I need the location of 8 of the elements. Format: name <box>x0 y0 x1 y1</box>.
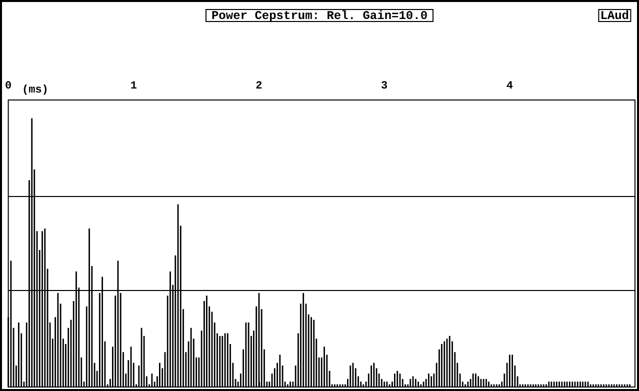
x-tick-label: 1 <box>130 80 138 92</box>
x-tick-label: 0 <box>4 80 12 92</box>
chart-title: Power Cepstrum: Rel. Gain=10.0 <box>211 9 428 23</box>
x-tick-label: 2 <box>256 80 262 92</box>
text: LAud <box>600 9 630 23</box>
x-tick-label: 4 <box>506 80 514 92</box>
x-axis-title: (ms) <box>22 84 48 96</box>
x-tick-label: 3 <box>381 80 388 92</box>
